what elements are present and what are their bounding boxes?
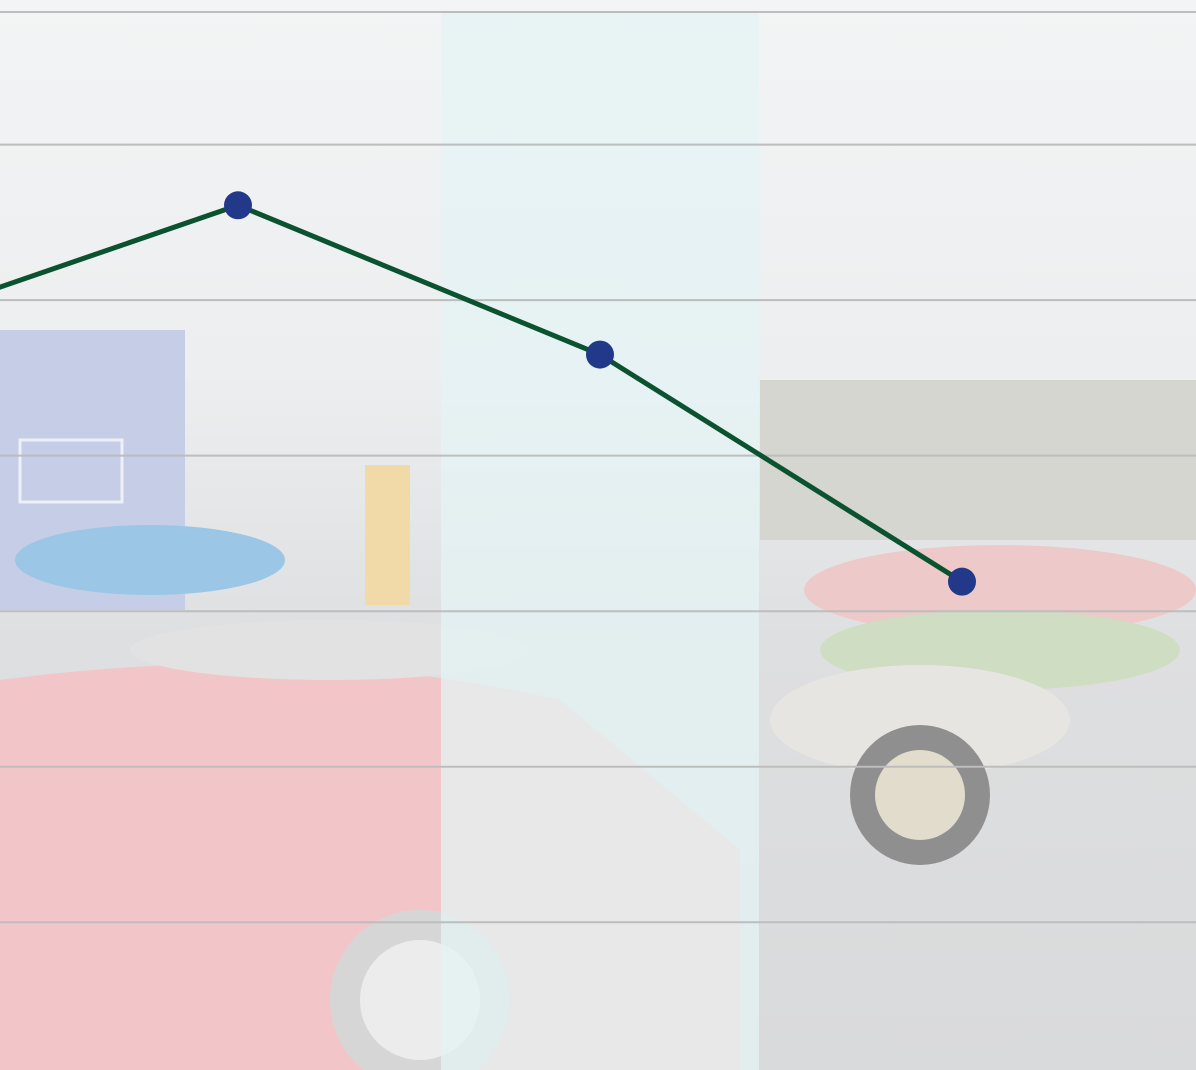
data-point <box>586 341 614 369</box>
data-point <box>948 568 976 596</box>
chart <box>0 0 1196 1070</box>
data-point <box>224 191 252 219</box>
highlight-band <box>441 12 759 1070</box>
page: {"chart_data": {"type": "line", "categor… <box>0 0 1196 1070</box>
